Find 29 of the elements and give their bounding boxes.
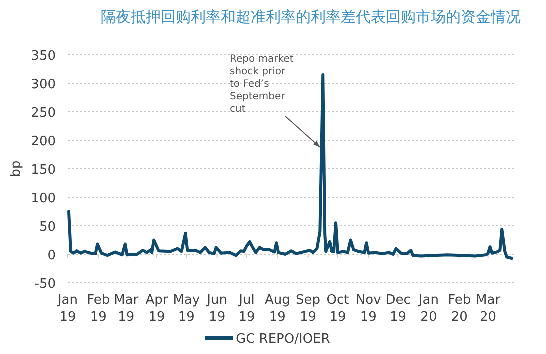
- x-tick-label: Feb 19: [87, 293, 110, 325]
- y-tick-label: 300: [31, 78, 56, 92]
- y-tick-label: 50: [39, 220, 56, 235]
- legend-label: GC REPO/IOER: [236, 332, 330, 347]
- y-tick-label: 200: [31, 134, 56, 150]
- x-tick-label: Apr 19: [146, 293, 169, 325]
- y-tick-label: 150: [31, 163, 56, 178]
- x-tick-label: Mar 19: [114, 293, 140, 325]
- x-tick-label: Oct 19: [326, 293, 350, 325]
- x-tick-label: Sep 19: [296, 293, 321, 325]
- y-tick-label: 250: [31, 106, 56, 121]
- y-axis-title: bp: [9, 160, 24, 178]
- legend-item: GC REPO/IOER: [205, 332, 330, 347]
- chart-title: 隔夜抵押回购利率和超准利率的利率差代表回购市场的资金情况: [101, 9, 521, 26]
- x-tick-label: Dec 19: [386, 293, 411, 325]
- annotation: Repo market shock prior to Fed’s September cut: [230, 54, 294, 115]
- x-tick-label: Jan 19: [56, 293, 78, 325]
- y-tick-label: 350: [31, 49, 56, 64]
- y-tick-label: 100: [31, 192, 56, 206]
- x-tick-label: Nov 19: [356, 293, 382, 325]
- y-tick-label: -50: [34, 277, 56, 292]
- x-tick-label: Mar 20: [476, 293, 502, 325]
- x-tick-label: Aug 19: [264, 293, 290, 325]
- y-tick-label: 0: [48, 248, 56, 264]
- x-tick-label: Jan 20: [418, 293, 439, 325]
- x-tick-label: May 19: [173, 293, 200, 325]
- x-tick-label: Feb 20: [448, 293, 472, 325]
- x-tick-label: Jul 19: [238, 293, 256, 325]
- x-tick-label: Jun 19: [206, 293, 228, 325]
